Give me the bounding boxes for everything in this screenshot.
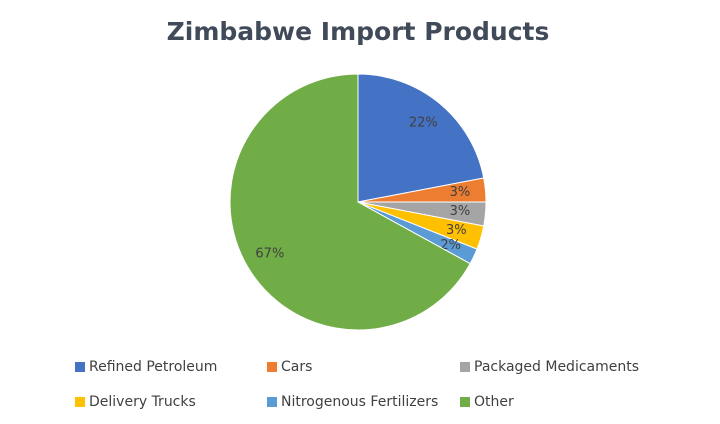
legend-swatch [75,362,85,372]
legend-label: Delivery Trucks [89,394,196,410]
legend-swatch [460,397,470,407]
legend-label: Other [474,394,514,410]
legend-swatch [267,362,277,372]
data-label: 22% [409,116,438,131]
legend-swatch [460,362,470,372]
legend-label: Packaged Medicaments [474,359,639,375]
legend-swatch [75,397,85,407]
data-label: 67% [255,247,284,262]
legend-label: Nitrogenous Fertilizers [281,394,438,410]
data-label: 3% [446,223,467,238]
legend-label: Cars [281,359,312,375]
legend-swatch [267,397,277,407]
data-label: 3% [450,204,471,219]
pie-slice [357,73,485,203]
chart-title: Zimbabwe Import Products [167,17,550,46]
legend-label: Refined Petroleum [89,359,217,375]
pie-slice [229,73,471,331]
data-label: 3% [450,185,471,200]
data-label: 2% [440,238,461,253]
